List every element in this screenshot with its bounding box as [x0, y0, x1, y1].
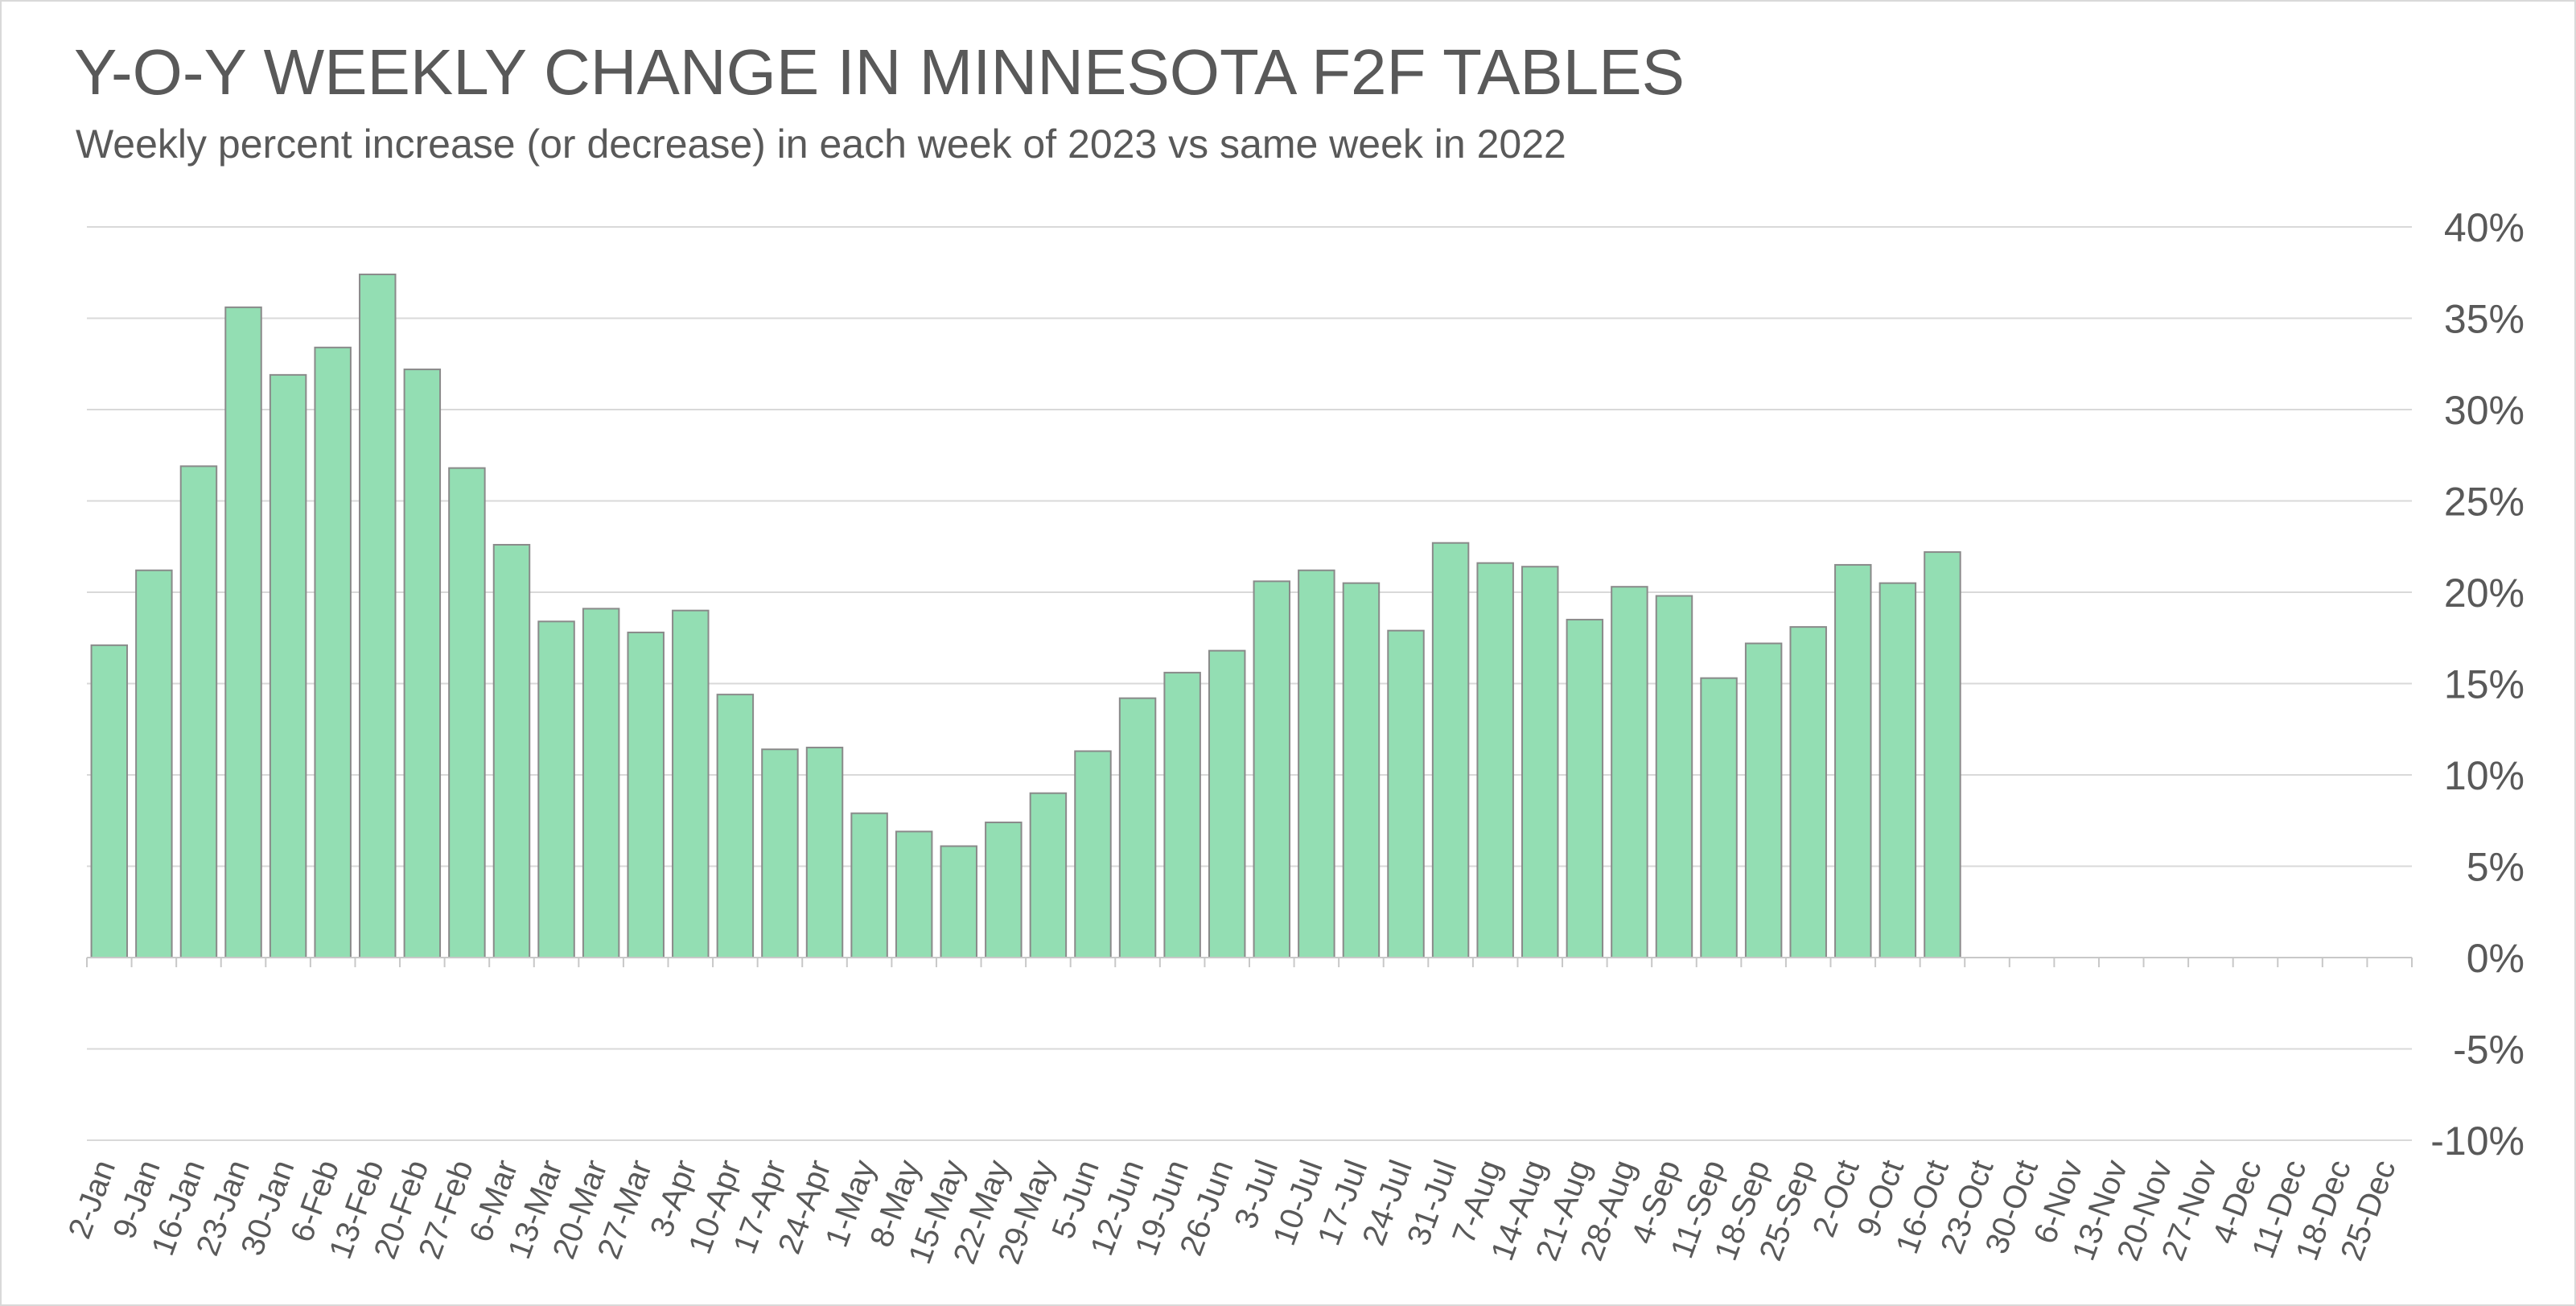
bar: [1789, 626, 1827, 958]
chart-subtitle: Weekly percent increase (or decrease) in…: [76, 122, 1566, 167]
bar: [1611, 586, 1648, 958]
bar: [895, 830, 933, 958]
bar: [1476, 562, 1514, 958]
bar: [448, 467, 486, 958]
bar: [1521, 566, 1559, 958]
bar: [269, 373, 307, 958]
bar: [1208, 649, 1246, 958]
y-tick-label: -5%: [2453, 1028, 2525, 1073]
y-tick-labels: 40% 35% 30% 25% 20% 15% 10% 5% 0% -5% -10%: [2430, 205, 2525, 1164]
bar: [1074, 750, 1112, 958]
bar: [1342, 582, 1381, 959]
bar: [1431, 542, 1470, 958]
y-tick-label: 25%: [2444, 480, 2525, 525]
y-tick-label: 35%: [2444, 297, 2525, 342]
y-tick-label: 20%: [2444, 571, 2525, 616]
bar: [224, 306, 262, 958]
y-tick-label: 40%: [2444, 205, 2525, 250]
bar: [1566, 619, 1604, 958]
x-tick-labels: 2-Jan9-Jan16-Jan23-Jan30-Jan6-Feb13-Feb2…: [62, 1156, 2403, 1268]
bar: [1924, 551, 1961, 958]
bar: [359, 274, 397, 958]
bar: [90, 644, 129, 959]
bar: [403, 369, 442, 958]
bar: [672, 609, 710, 958]
bar: [716, 694, 755, 958]
bar: [1029, 792, 1068, 959]
bar: [492, 543, 531, 958]
y-tick-label: 10%: [2444, 753, 2525, 798]
x-axis: [86, 957, 2413, 967]
y-tick-label: 5%: [2467, 845, 2525, 890]
bar: [1387, 629, 1425, 958]
y-tick-label: 15%: [2444, 662, 2525, 707]
bar: [537, 620, 575, 958]
y-tick-label: 0%: [2467, 936, 2525, 981]
bar: [179, 465, 218, 958]
bar: [761, 748, 799, 958]
bar: [627, 631, 665, 958]
bar: [1700, 677, 1738, 958]
y-tick-label: 30%: [2444, 388, 2525, 433]
bar: [1834, 563, 1872, 958]
bar: [314, 346, 352, 958]
bar: [1744, 642, 1783, 958]
bar: [1298, 569, 1335, 958]
bar: [1655, 595, 1693, 958]
bar: [940, 845, 977, 959]
bar: [135, 569, 173, 958]
bar: [985, 822, 1023, 959]
bar: [582, 608, 620, 958]
bars: [90, 274, 1961, 959]
chart-title: Y-O-Y WEEKLY CHANGE IN MINNESOTA F2F TAB…: [74, 36, 1685, 108]
bar: [1163, 671, 1201, 958]
bar: [1253, 580, 1291, 958]
bar: [850, 812, 888, 958]
bar: [1118, 697, 1157, 958]
y-tick-label: -10%: [2430, 1119, 2525, 1164]
bar: [805, 746, 844, 958]
bar: [1879, 582, 1917, 959]
